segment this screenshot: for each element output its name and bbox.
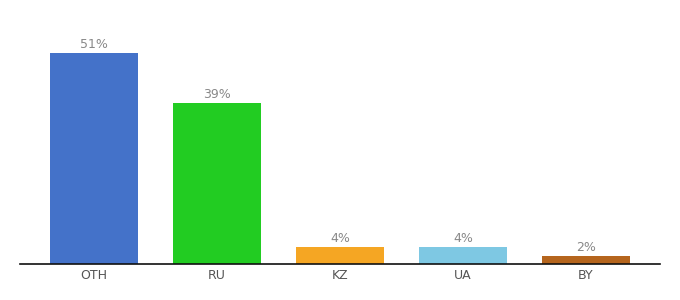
Bar <box>419 248 507 264</box>
Text: 4%: 4% <box>453 232 473 245</box>
Bar <box>173 103 261 264</box>
Text: 2%: 2% <box>576 241 596 254</box>
Text: 39%: 39% <box>203 88 231 100</box>
Bar <box>296 248 384 264</box>
Bar <box>541 256 630 264</box>
Text: 51%: 51% <box>80 38 108 51</box>
Bar <box>50 53 139 264</box>
Text: 4%: 4% <box>330 232 350 245</box>
